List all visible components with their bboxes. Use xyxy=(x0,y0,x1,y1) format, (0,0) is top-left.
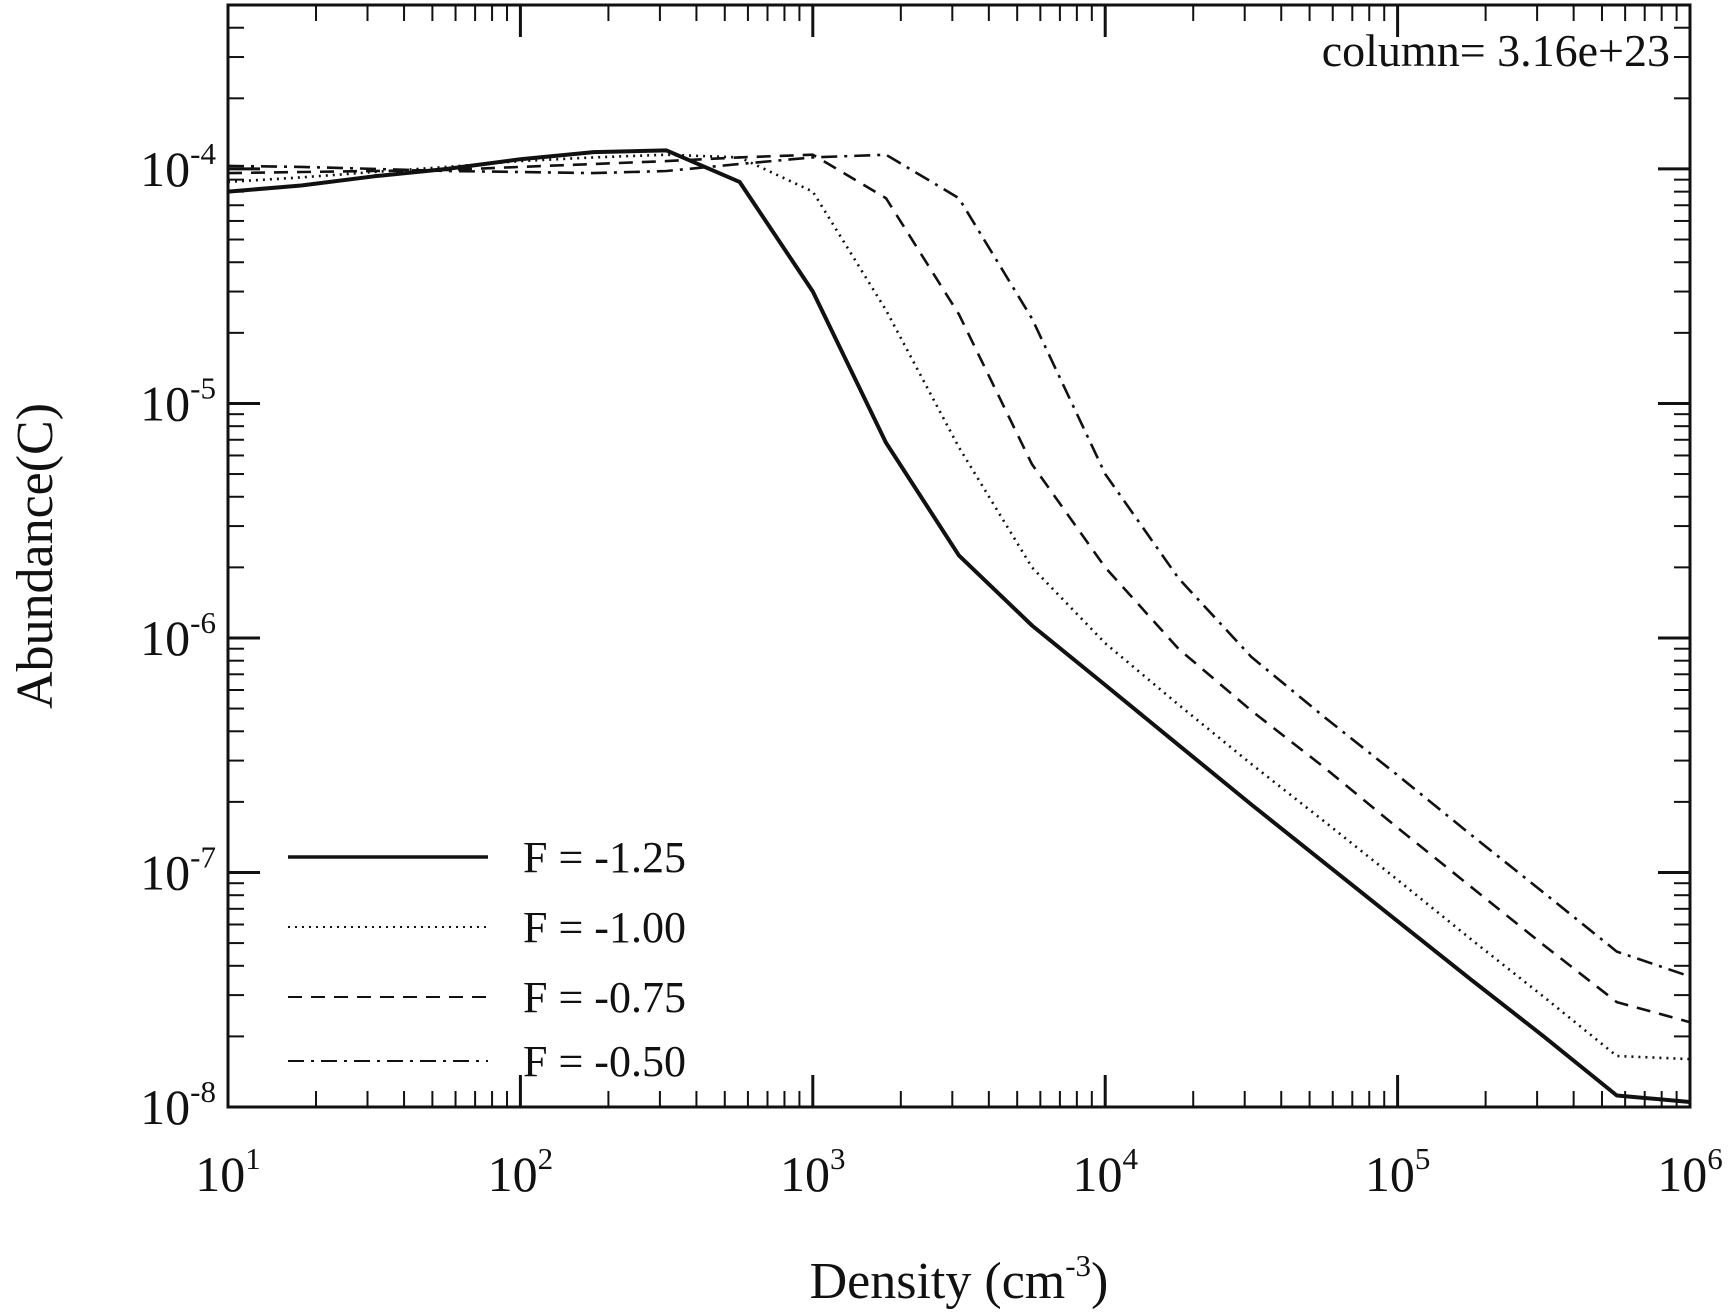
y-axis-title: Abundance(C) xyxy=(7,403,64,709)
x-tick-label-base: 10 xyxy=(1657,1146,1707,1202)
y-tick-label-exp: -8 xyxy=(190,1074,216,1109)
y-tick-label-base: 10 xyxy=(140,1079,190,1135)
x-tick-label-exp: 6 xyxy=(1707,1141,1723,1176)
series-line-3 xyxy=(227,153,1691,1024)
y-tick-labels: 10-810-710-610-510-4 xyxy=(140,136,216,1135)
x-tick-label-base: 10 xyxy=(195,1146,245,1202)
legend-label-4: F = -0.50 xyxy=(523,1037,686,1086)
x-tick-label: 106 xyxy=(1657,1141,1723,1202)
y-tick-label-exp: -6 xyxy=(190,605,216,640)
x-axis-title-sup: -3 xyxy=(1065,1248,1091,1283)
y-tick-label-base: 10 xyxy=(140,141,190,197)
x-tick-label-exp: 1 xyxy=(245,1141,261,1176)
x-tick-label-base: 10 xyxy=(488,1146,538,1202)
x-axis-title-suffix: ) xyxy=(1091,1253,1108,1310)
x-tick-label-exp: 2 xyxy=(538,1141,554,1176)
y-tick-label: 10-6 xyxy=(140,605,216,666)
x-axis-title-text: Density (cm xyxy=(810,1253,1066,1310)
y-tick-label: 10-5 xyxy=(140,370,216,431)
legend-label-1: F = -1.25 xyxy=(523,833,686,882)
y-tick-label: 10-4 xyxy=(140,136,216,197)
legend-label-3: F = -0.75 xyxy=(523,973,686,1022)
x-tick-label: 104 xyxy=(1072,1141,1138,1202)
x-tick-label: 101 xyxy=(195,1141,261,1202)
y-tick-label: 10-7 xyxy=(140,839,216,900)
series-line-1 xyxy=(227,148,1691,1104)
x-tick-label-base: 10 xyxy=(1072,1146,1122,1202)
x-tick-label: 103 xyxy=(780,1141,846,1202)
plot-frame xyxy=(226,3,1692,1109)
column-annotation: column= 3.16e+23 xyxy=(1322,25,1670,76)
legend: F = -1.25 F = -1.00 F = -0.75 F = -0.50 xyxy=(288,833,686,1086)
series-line-2 xyxy=(227,153,1691,1061)
x-tick-label-exp: 4 xyxy=(1122,1141,1138,1176)
x-tick-label-exp: 3 xyxy=(830,1141,846,1176)
legend-label-2: F = -1.00 xyxy=(523,903,686,952)
y-tick-label: 10-8 xyxy=(140,1074,216,1135)
x-tick-labels: 101 102 103 104 105 106 xyxy=(195,1141,1723,1202)
x-tick-label-base: 10 xyxy=(780,1146,830,1202)
x-tick-label-exp: 5 xyxy=(1415,1141,1431,1176)
y-tick-label-exp: -7 xyxy=(190,839,216,874)
x-tick-label-base: 10 xyxy=(1365,1146,1415,1202)
x-axis-title: Density (cm-3) xyxy=(810,1248,1109,1310)
y-tick-label-base: 10 xyxy=(140,375,190,431)
series-layer xyxy=(227,148,1691,1104)
x-tick-label: 102 xyxy=(488,1141,554,1202)
series-line-4 xyxy=(227,153,1691,978)
x-tick-label: 105 xyxy=(1365,1141,1431,1202)
y-tick-label-base: 10 xyxy=(140,610,190,666)
y-tick-label-base: 10 xyxy=(140,844,190,900)
y-tick-label-exp: -4 xyxy=(190,136,216,171)
y-tick-label-exp: -5 xyxy=(190,370,216,405)
